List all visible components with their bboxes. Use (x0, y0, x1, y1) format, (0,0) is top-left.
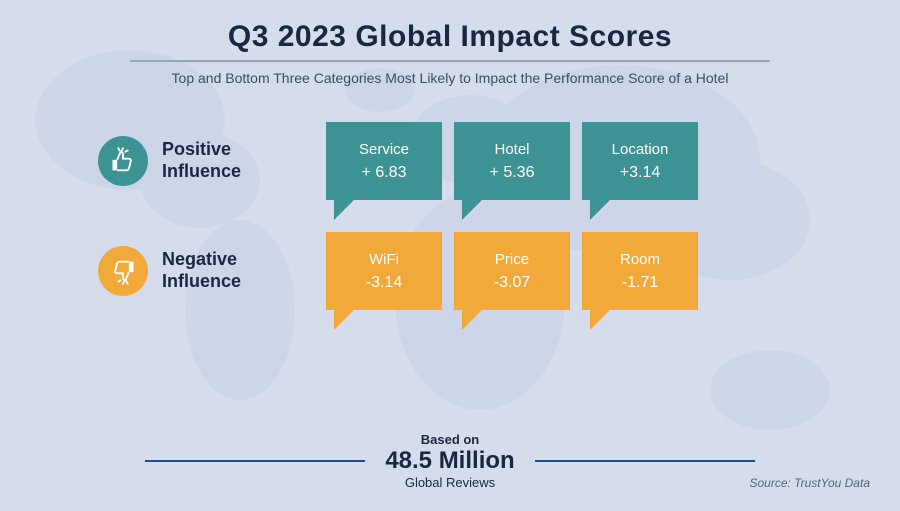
positive-card: Hotel + 5.36 (454, 122, 570, 200)
page-subtitle: Top and Bottom Three Categories Most Lik… (56, 70, 844, 86)
negative-card: Price -3.07 (454, 232, 570, 310)
source-attribution: Source: TrustYou Data (749, 476, 870, 490)
card-value: + 5.36 (490, 164, 535, 182)
positive-label-line1: Positive (162, 139, 231, 159)
card-value: + 6.83 (362, 164, 407, 182)
negative-card: WiFi -3.14 (326, 232, 442, 310)
card-category: Service (359, 141, 409, 158)
positive-label-line2: Influence (162, 161, 241, 181)
positive-cards: Service + 6.83 Hotel + 5.36 Location +3.… (326, 122, 698, 200)
footer-based-on: Based on (385, 432, 514, 447)
positive-card: Service + 6.83 (326, 122, 442, 200)
card-value: -3.07 (494, 274, 530, 292)
thumbs-up-icon (98, 136, 148, 186)
negative-card: Room -1.71 (582, 232, 698, 310)
thumbs-down-icon (98, 246, 148, 296)
positive-label: Positive Influence (162, 139, 241, 182)
card-value: +3.14 (620, 164, 660, 182)
footer-count: 48.5 Million (385, 447, 514, 475)
card-category: Location (612, 141, 669, 158)
footer-unit: Global Reviews (385, 475, 514, 490)
title-divider (130, 60, 770, 62)
footer-rule-right (535, 460, 755, 462)
positive-row: Positive Influence Service + 6.83 Hotel … (56, 122, 844, 200)
negative-label-line2: Influence (162, 271, 241, 291)
footer-rule-left (145, 460, 365, 462)
positive-card: Location +3.14 (582, 122, 698, 200)
card-value: -3.14 (366, 274, 402, 292)
negative-cards: WiFi -3.14 Price -3.07 Room -1.71 (326, 232, 698, 310)
card-category: Price (495, 251, 529, 268)
card-category: WiFi (369, 251, 399, 268)
card-category: Hotel (494, 141, 529, 158)
negative-label-line1: Negative (162, 249, 237, 269)
page-title: Q3 2023 Global Impact Scores (56, 20, 844, 54)
card-value: -1.71 (622, 274, 658, 292)
negative-label: Negative Influence (162, 249, 241, 292)
card-category: Room (620, 251, 660, 268)
negative-row: Negative Influence WiFi -3.14 Price -3.0… (56, 232, 844, 310)
